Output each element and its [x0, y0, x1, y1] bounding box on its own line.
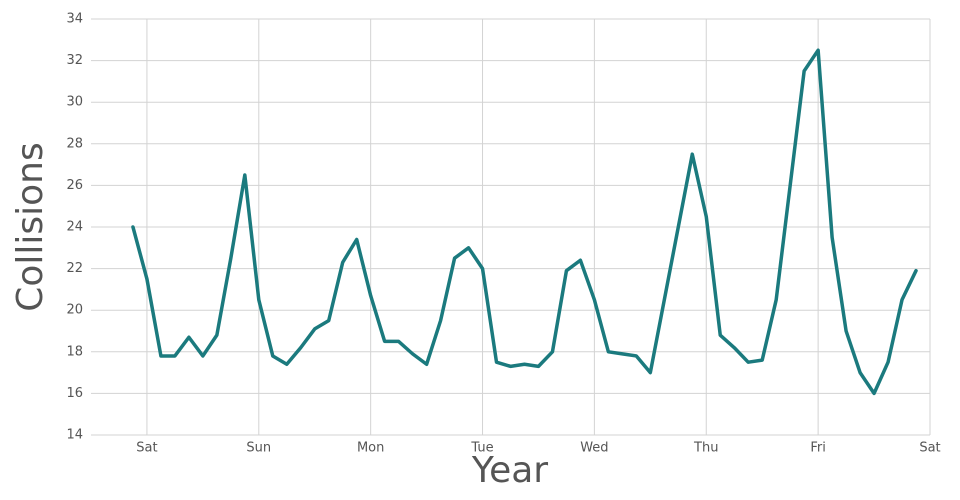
x-tick-label: Fri: [810, 441, 826, 456]
y-tick-label: 28: [66, 136, 83, 151]
y-tick-label: 32: [66, 53, 83, 68]
x-tick-label: Wed: [580, 441, 608, 456]
y-tick-label: 22: [66, 261, 83, 276]
y-tick-label: 26: [66, 178, 83, 193]
x-axis-title: Year: [471, 450, 548, 491]
x-tick-label: Sun: [246, 441, 271, 456]
y-tick-label: 24: [66, 220, 83, 235]
x-tick-label: Sat: [136, 441, 157, 456]
y-tick-label: 20: [66, 303, 83, 318]
y-tick-label: 16: [66, 386, 83, 401]
data-line: [131, 48, 918, 396]
x-tick-label: Sat: [919, 441, 940, 456]
y-tick-label: 30: [66, 95, 83, 110]
y-tick-label: 34: [66, 12, 83, 27]
x-tick-label: Tue: [470, 441, 493, 456]
x-tick-label: Mon: [357, 441, 384, 456]
y-axis-title: Collisions: [10, 142, 51, 312]
x-tick-label: Thu: [693, 441, 718, 456]
y-tick-label: 14: [66, 428, 83, 443]
y-tick-label: 18: [66, 344, 83, 359]
